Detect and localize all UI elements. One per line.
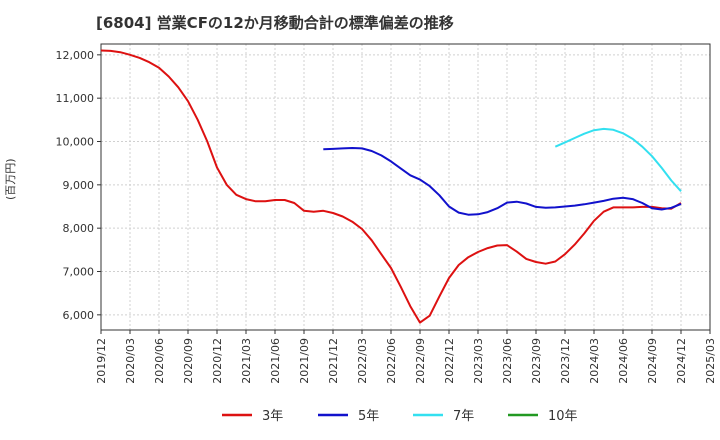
- x-tick-label: 2022/12: [443, 338, 456, 384]
- x-tick-label: 2023/06: [501, 338, 514, 384]
- y-tick-label: 8,000: [63, 222, 95, 235]
- y-tick-label: 9,000: [63, 179, 95, 192]
- series-line-1: [100, 49, 682, 324]
- plot-frame: [100, 43, 711, 331]
- series-line-2: [323, 147, 682, 216]
- x-tick-label: 2023/09: [530, 338, 543, 384]
- x-tick-label: 2024/03: [588, 338, 601, 384]
- x-tick-label: 2023/03: [472, 338, 485, 384]
- x-tick-label: 2021/09: [298, 338, 311, 384]
- x-tick-label: 2024/06: [617, 338, 630, 384]
- x-tick-label: 2024/12: [675, 338, 688, 384]
- legend-label: 10年: [548, 409, 578, 424]
- x-tick-label: 2024/09: [646, 338, 659, 384]
- legend-label: 3年: [262, 409, 283, 424]
- legend-label: 5年: [358, 409, 379, 424]
- x-tick-label: 2022/06: [385, 338, 398, 384]
- x-tick-label: 2022/03: [356, 338, 369, 384]
- x-tick-label: 2020/03: [124, 338, 137, 384]
- series-line-3: [554, 127, 682, 192]
- x-tick-label: 2025/03: [704, 338, 717, 384]
- y-tick-label: 11,000: [56, 92, 95, 105]
- x-tick-label: 2020/09: [182, 338, 195, 384]
- legend-label: 7年: [453, 409, 474, 424]
- y-tick-label: 10,000: [56, 136, 95, 149]
- chart-title: [6804] 営業CFの12か月移動合計の標準偏差の推移: [96, 14, 454, 32]
- x-tick-label: 2019/12: [95, 338, 108, 384]
- x-tick-label: 2020/06: [153, 338, 166, 384]
- x-tick-label: 2022/09: [414, 338, 427, 384]
- x-tick-label: 2020/12: [211, 338, 224, 384]
- x-tick-label: 2021/12: [327, 338, 340, 384]
- y-tick-label: 12,000: [56, 49, 95, 62]
- y-tick-label: 6,000: [63, 309, 95, 322]
- y-tick-label: 7,000: [63, 266, 95, 279]
- x-tick-label: 2021/03: [240, 338, 253, 384]
- x-tick-label: 2021/06: [269, 338, 282, 384]
- plot-area: [100, 43, 711, 331]
- x-tick-label: 2023/12: [559, 338, 572, 384]
